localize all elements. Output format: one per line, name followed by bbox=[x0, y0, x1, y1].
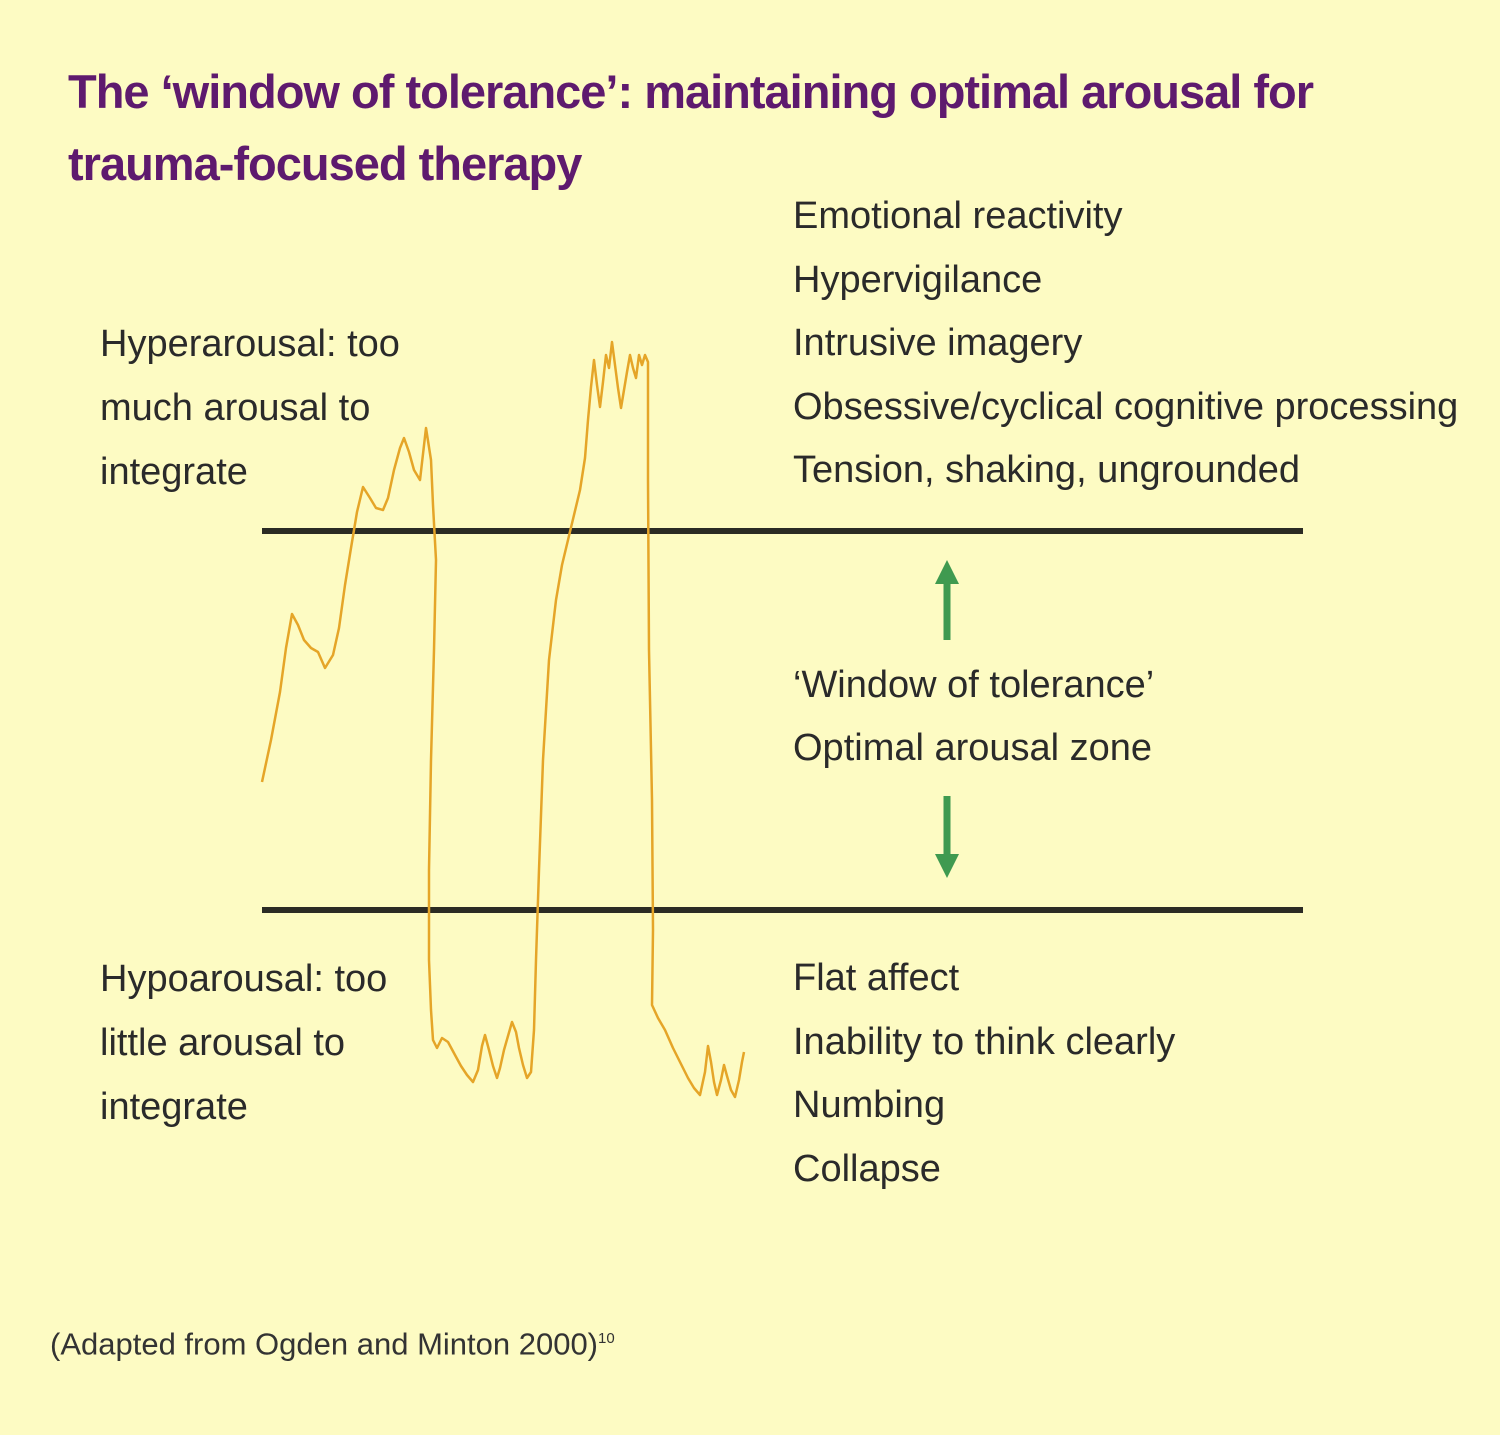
hyperarousal-label: Hyperarousal: too much arousal to integr… bbox=[100, 312, 430, 504]
hypoarousal-symptom: Collapse bbox=[793, 1147, 941, 1190]
hyperarousal-symptom: Tension, shaking, ungrounded bbox=[793, 449, 1301, 491]
arousal-trace-line bbox=[260, 340, 746, 1099]
window-of-tolerance-label: ‘Window of tolerance’ Optimal arousal zo… bbox=[793, 654, 1154, 780]
diagram-title: The ‘window of tolerance’: maintaining o… bbox=[68, 65, 1314, 190]
hyperarousal-label-line: integrate bbox=[100, 451, 248, 493]
hyperarousal-label-line: Hyperarousal: too bbox=[100, 323, 400, 365]
window-title: ‘Window of tolerance’ bbox=[793, 664, 1155, 706]
hypoarousal-symptom: Flat affect bbox=[793, 957, 960, 999]
hyperarousal-symptom: Hypervigilance bbox=[793, 258, 1043, 301]
hypoarousal-symptom: Inability to think clearly bbox=[793, 1020, 1176, 1063]
citation-text: (Adapted from Ogden and Minton 2000) bbox=[50, 1326, 599, 1362]
hypoarousal-symptom-list: Flat affect Inability to think clearly N… bbox=[793, 947, 1175, 1201]
citation: (Adapted from Ogden and Minton 2000)10 bbox=[50, 1315, 615, 1368]
window-subtitle: Optimal arousal zone bbox=[793, 727, 1153, 769]
hypoarousal-label-line: integrate bbox=[100, 1086, 248, 1128]
up-arrow-icon bbox=[935, 560, 959, 640]
hypoarousal-label-line: little arousal to bbox=[100, 1022, 346, 1064]
hypoarousal-label-line: Hypoarousal: too bbox=[100, 958, 388, 1000]
hyperarousal-symptom: Emotional reactivity bbox=[793, 195, 1123, 237]
hypoarousal-symptom: Numbing bbox=[793, 1084, 946, 1126]
hyperarousal-label-line: much arousal to bbox=[100, 387, 371, 429]
hyperarousal-symptom-list: Emotional reactivity Hypervigilance Intr… bbox=[793, 185, 1458, 503]
down-arrow-icon bbox=[935, 796, 959, 878]
citation-ref: 10 bbox=[598, 1330, 615, 1347]
hypoarousal-label: Hypoarousal: too little arousal to integ… bbox=[100, 947, 430, 1139]
hyperarousal-symptom: Intrusive imagery bbox=[793, 322, 1083, 364]
hyperarousal-symptom: Obsessive/cyclical cognitive processing bbox=[793, 385, 1459, 428]
